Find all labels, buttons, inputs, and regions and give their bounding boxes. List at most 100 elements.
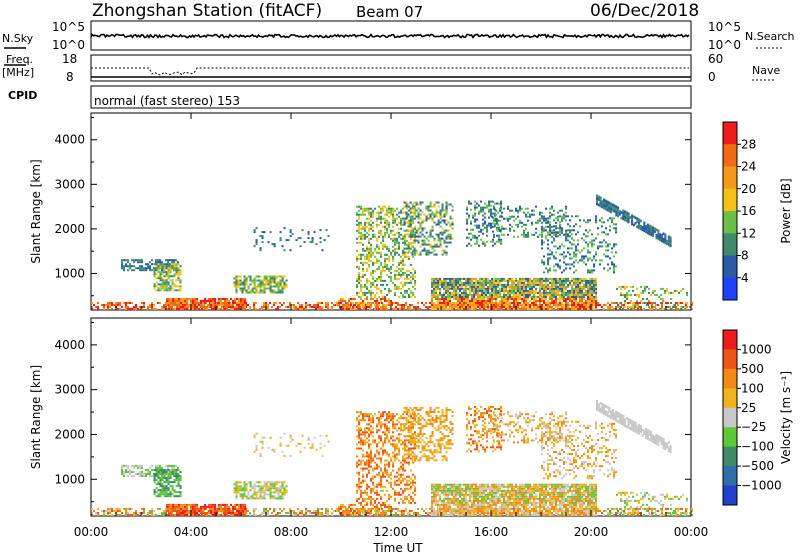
echo-cell <box>467 283 470 286</box>
echo-cell <box>515 298 518 300</box>
echo-cell <box>463 283 466 286</box>
echo-cell <box>490 204 493 207</box>
echo-cell <box>646 304 649 306</box>
echo-cell <box>235 277 238 280</box>
echo-cell <box>129 267 132 270</box>
echo-cell <box>404 255 407 258</box>
echo-cell <box>525 223 528 226</box>
echo-cell <box>609 306 612 308</box>
echo-cell <box>360 213 363 216</box>
echo-cell <box>253 283 256 286</box>
echo-cell <box>477 283 480 286</box>
echo-cell <box>475 308 478 310</box>
echo-cell <box>398 231 401 234</box>
echo-cell <box>406 255 409 258</box>
echo-cell <box>161 306 164 308</box>
echo-cell <box>553 296 556 298</box>
echo-cell <box>380 253 383 256</box>
echo-cell <box>317 507 320 510</box>
echo-cell <box>356 223 359 226</box>
echo-cell <box>473 285 476 288</box>
echo-cell <box>173 289 176 292</box>
echo-cell <box>177 275 180 278</box>
echo-cell <box>441 227 444 230</box>
echo-cell <box>283 249 286 252</box>
echo-cell <box>356 257 359 260</box>
echo-cell <box>569 300 572 302</box>
echo-cell <box>561 302 564 304</box>
echo-cell <box>380 261 383 264</box>
echo-cell <box>406 291 409 294</box>
echo-cell <box>360 255 363 258</box>
echo-cell <box>159 287 162 290</box>
echo-cell <box>402 237 405 240</box>
echo-cell <box>384 213 387 216</box>
echo-cell <box>394 269 397 272</box>
echo-cell <box>461 277 464 280</box>
echo-cell <box>374 269 377 272</box>
echo-cell <box>117 507 120 510</box>
echo-cell <box>174 302 177 304</box>
echo-cell <box>309 304 312 306</box>
echo-cell <box>636 306 639 308</box>
echo-cell <box>139 473 142 475</box>
echo-cell <box>632 285 635 288</box>
echo-cell <box>378 211 381 214</box>
echo-cell <box>499 308 502 310</box>
echo-cell <box>194 304 197 306</box>
echo-cell <box>392 233 395 236</box>
echo-cell <box>561 219 564 222</box>
echo-cell <box>279 512 282 514</box>
echo-cell <box>358 225 361 228</box>
echo-cell <box>378 235 381 238</box>
echo-cell <box>397 302 400 304</box>
echo-cell <box>509 227 512 230</box>
echo-cell <box>441 279 444 282</box>
echo-cell <box>273 275 276 278</box>
echo-cell <box>224 300 227 302</box>
echo-cell <box>234 300 237 302</box>
echo-cell <box>413 512 416 514</box>
echo-cell <box>644 287 647 290</box>
echo-cell <box>593 255 596 258</box>
echo-cell <box>445 229 448 232</box>
echo-cell <box>525 213 528 216</box>
echo-cell <box>315 243 318 246</box>
echo-cell <box>121 512 124 514</box>
echo-cell <box>477 300 480 302</box>
echo-cell <box>362 225 365 228</box>
echo-cell <box>279 302 282 304</box>
echo-cell <box>161 283 164 286</box>
echo-cell <box>581 255 584 258</box>
echo-cell <box>293 510 296 512</box>
echo-cell <box>356 213 359 216</box>
echo-cell <box>398 273 401 276</box>
echo-cell <box>549 281 552 284</box>
echo-cell <box>539 213 542 216</box>
echo-cell <box>406 277 409 280</box>
echo-cell <box>380 207 383 210</box>
echo-cell <box>368 211 371 214</box>
echo-cell <box>226 304 229 306</box>
echo-cell <box>521 277 524 280</box>
echo-cell <box>553 294 556 296</box>
echo-cell <box>613 255 616 258</box>
echo-cell <box>493 289 496 292</box>
echo-cell <box>593 239 596 242</box>
echo-cell <box>511 291 514 294</box>
echo-cell <box>473 277 476 280</box>
echo-cell <box>143 302 146 304</box>
echo-cell <box>151 507 154 510</box>
echo-cell <box>527 279 530 282</box>
echo-cell <box>173 273 176 276</box>
y-tick-label: 3000 <box>54 177 85 191</box>
echo-cell <box>157 263 160 266</box>
echo-cell <box>239 275 242 278</box>
echo-cell <box>589 269 592 272</box>
echo-cell <box>261 241 264 244</box>
echo-cell <box>366 281 369 284</box>
echo-cell <box>155 308 158 310</box>
echo-cell <box>537 291 540 294</box>
echo-cell <box>184 304 187 306</box>
cpid-label: CPID <box>8 89 37 102</box>
